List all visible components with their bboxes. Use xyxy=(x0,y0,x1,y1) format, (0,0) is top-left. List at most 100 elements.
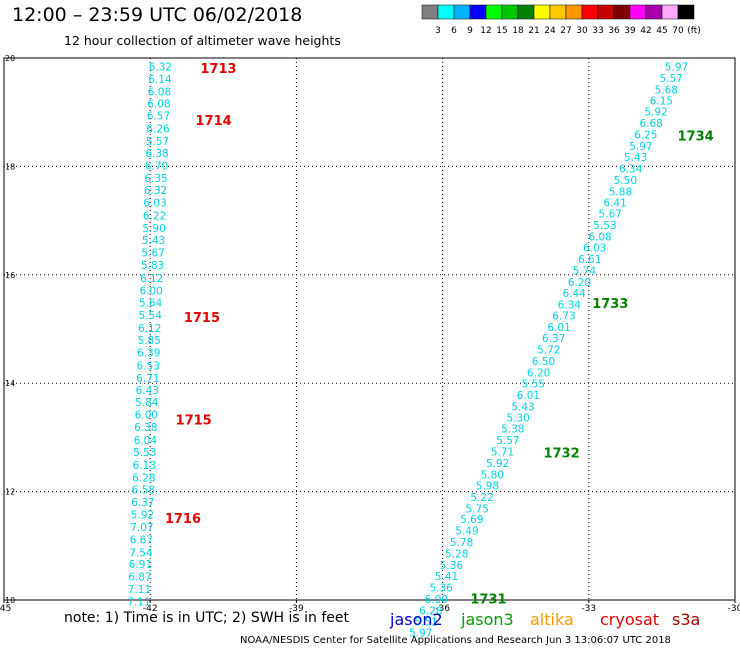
swh-point-label: 6.73 xyxy=(552,310,575,322)
colorbar-swatch xyxy=(517,4,535,20)
swh-point-label: 5.97 xyxy=(665,62,688,74)
swh-point-label: 6.03 xyxy=(583,243,606,255)
swh-point-label: 6.04 xyxy=(134,435,158,447)
colorbar-label: 36 xyxy=(608,26,620,36)
swh-point-label: 5.30 xyxy=(506,412,529,424)
colorbar-swatch xyxy=(661,4,679,20)
swh-point-label: 5.54 xyxy=(139,310,163,322)
legend-jason2: jason2 xyxy=(390,610,443,629)
swh-point-label: 7.11 xyxy=(127,597,150,609)
swh-point-label: 6.14 xyxy=(148,74,172,86)
colorbar-swatch xyxy=(629,4,647,20)
swh-point-label: 6.44 xyxy=(562,288,586,300)
swh-point-label: 6.00 xyxy=(425,594,448,606)
colorbar-swatch xyxy=(645,4,663,20)
colorbar-label: (ft) xyxy=(687,26,701,36)
swh-point-label: 7.11 xyxy=(128,584,151,596)
colorbar-swatch xyxy=(597,4,615,20)
swh-point-label: 5.51 xyxy=(414,617,437,629)
swh-point-label: 6.20 xyxy=(568,277,591,289)
x-tick-label: -33 xyxy=(581,604,596,614)
x-tick-label: -45 xyxy=(0,604,11,614)
swh-point-label: 5.92 xyxy=(486,458,509,470)
x-tick-label: -39 xyxy=(289,604,304,614)
plot-frame xyxy=(3,57,736,601)
swh-point-label: 6.32 xyxy=(144,185,167,197)
swh-point-label: 6.12 xyxy=(138,323,161,335)
time-annotations: 1713 1714 1715 1715 1716 1734 1733 1732 1731 xyxy=(165,62,714,608)
swh-point-label: 6.50 xyxy=(532,356,555,368)
swh-point-label: 6.37 xyxy=(131,497,154,509)
swh-point-label: 6.43 xyxy=(136,385,159,397)
swh-point-label: 6.00 xyxy=(135,410,158,422)
swh-point-label: 5.72 xyxy=(537,345,560,357)
swh-point-label: 6.20 xyxy=(527,367,550,379)
swh-point-label: 5.75 xyxy=(466,503,489,515)
legend-cryosat: cryosat xyxy=(600,610,660,629)
swh-point-label: 6.00 xyxy=(139,286,162,298)
swh-point-label: 6.15 xyxy=(650,95,673,107)
colorbar-label: 3 xyxy=(435,26,441,36)
colorbar-label: 39 xyxy=(624,26,636,36)
swh-point-label: 5.28 xyxy=(445,548,468,560)
colorbar-swatch xyxy=(501,4,519,20)
y-axis-ticks: 10 12 14 16 18 20 xyxy=(5,54,15,605)
swh-point-label: 6.67 xyxy=(130,534,153,546)
x-tick-label: -30 xyxy=(728,604,740,614)
swh-point-label: 6.38 xyxy=(134,422,157,434)
colorbar-label: 15 xyxy=(496,26,507,36)
swh-point-label: 6.26 xyxy=(146,123,170,135)
colorbar-label: 9 xyxy=(467,26,473,36)
colorbar-label: 30 xyxy=(576,26,588,36)
swh-point-label: 5.97 xyxy=(409,628,432,640)
swh-point-label: 6.39 xyxy=(137,347,160,359)
time-annotation-label: 1715 xyxy=(184,311,220,326)
swh-point-label: 6.03 xyxy=(143,198,166,210)
time-annotation-label: 1734 xyxy=(677,130,713,145)
legend-jason3: jason3 xyxy=(461,610,514,629)
grid-lines xyxy=(4,58,735,600)
swh-point-label: 6.32 xyxy=(149,62,172,74)
colorbar-label: 45 xyxy=(656,26,667,36)
swh-point-label: 6.68 xyxy=(639,118,662,130)
y-tick-label: 16 xyxy=(5,271,15,280)
swh-point-label: 5.64 xyxy=(139,297,163,309)
colorbar-swatch xyxy=(613,4,631,20)
swh-point-label: 5.57 xyxy=(496,435,519,447)
swh-point-label: 5.97 xyxy=(629,141,652,153)
colorbar-label: 42 xyxy=(640,26,651,36)
x-axis-ticks: -45 -42 -39 -36 -33 -30 xyxy=(0,600,740,614)
swh-point-label: 7.07 xyxy=(130,522,153,534)
swh-point-label: 5.22 xyxy=(470,492,493,504)
time-annotation-label: 1716 xyxy=(165,512,201,527)
swh-point-label: 6.34 xyxy=(619,164,643,176)
swh-point-label: 5.57 xyxy=(146,136,169,148)
colorbar-swatch xyxy=(565,4,583,20)
swh-point-label: 5.36 xyxy=(440,560,464,572)
colorbar-swatch xyxy=(469,4,487,20)
chart-subtitle: 12 hour collection of altimeter wave hei… xyxy=(64,33,341,48)
swh-point-label: 5.84 xyxy=(135,397,159,409)
colorbar-swatch xyxy=(485,4,503,20)
footer-credit: NOAA/NESDIS Center for Satellite Applica… xyxy=(240,635,671,646)
swh-point-label: 6.58 xyxy=(132,484,155,496)
colorbar-label: 18 xyxy=(512,26,524,36)
y-tick-label: 20 xyxy=(5,54,15,63)
colorbar-swatch xyxy=(533,4,551,20)
swh-point-label: 5.88 xyxy=(609,186,632,198)
swh-point-label: 5.36 xyxy=(429,583,453,595)
colorbar-label: 70 xyxy=(672,26,684,36)
swh-point-label: 5.98 xyxy=(476,481,499,493)
colorbar-label: 33 xyxy=(592,26,603,36)
swh-point-label: 5.57 xyxy=(659,73,682,85)
swh-point-label: 7.54 xyxy=(129,547,153,559)
colorbar-label: 24 xyxy=(544,26,556,36)
swh-point-label: 6.35 xyxy=(144,173,167,185)
swh-point-label: 6.28 xyxy=(419,605,442,617)
y-tick-label: 18 xyxy=(5,162,15,171)
swh-point-label: 5.92 xyxy=(131,509,154,521)
swh-point-label: 6.53 xyxy=(137,360,160,372)
swh-point-label: 6.91 xyxy=(129,559,152,571)
time-annotation-label: 1715 xyxy=(176,414,212,429)
